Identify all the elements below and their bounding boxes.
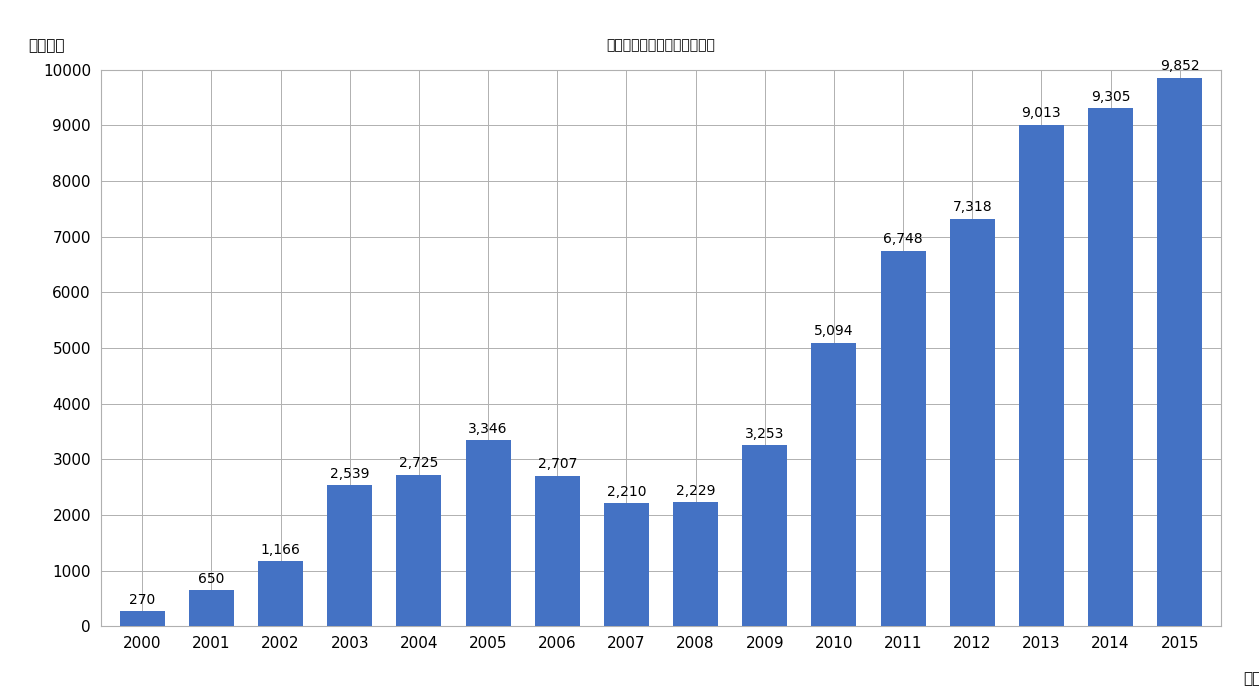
Text: 2,210: 2,210	[607, 485, 646, 499]
Bar	[1088, 109, 1133, 626]
Text: 9,305: 9,305	[1090, 90, 1131, 104]
Bar	[535, 475, 579, 626]
Text: 2,725: 2,725	[399, 456, 438, 470]
Text: 3,253: 3,253	[745, 427, 784, 441]
Bar	[466, 440, 511, 626]
Text: 5,094: 5,094	[815, 324, 854, 338]
Text: （年度）: （年度）	[1244, 671, 1259, 686]
Bar	[604, 503, 648, 626]
Text: 7,318: 7,318	[952, 200, 992, 214]
Text: 1,166: 1,166	[261, 543, 301, 557]
Title: リフォームに関する相談件数: リフォームに関する相談件数	[607, 38, 715, 52]
Bar	[120, 611, 165, 626]
Text: 9,852: 9,852	[1160, 59, 1200, 73]
Bar	[327, 485, 373, 626]
Bar	[1019, 125, 1064, 626]
Text: 3,346: 3,346	[468, 422, 507, 436]
Bar	[189, 590, 234, 626]
Bar	[397, 475, 442, 626]
Bar	[811, 342, 856, 626]
Bar	[1157, 78, 1202, 626]
Bar	[949, 219, 995, 626]
Text: 9,013: 9,013	[1021, 106, 1061, 120]
Text: 2,229: 2,229	[676, 484, 715, 498]
Text: 650: 650	[198, 571, 224, 586]
Bar	[880, 251, 925, 626]
Text: （件数）: （件数）	[28, 38, 64, 53]
Bar	[743, 445, 787, 626]
Text: 2,539: 2,539	[330, 466, 369, 480]
Text: 6,748: 6,748	[884, 232, 923, 246]
Bar	[674, 503, 718, 626]
Text: 2,707: 2,707	[538, 457, 577, 471]
Text: 270: 270	[130, 593, 155, 607]
Bar	[258, 562, 303, 626]
